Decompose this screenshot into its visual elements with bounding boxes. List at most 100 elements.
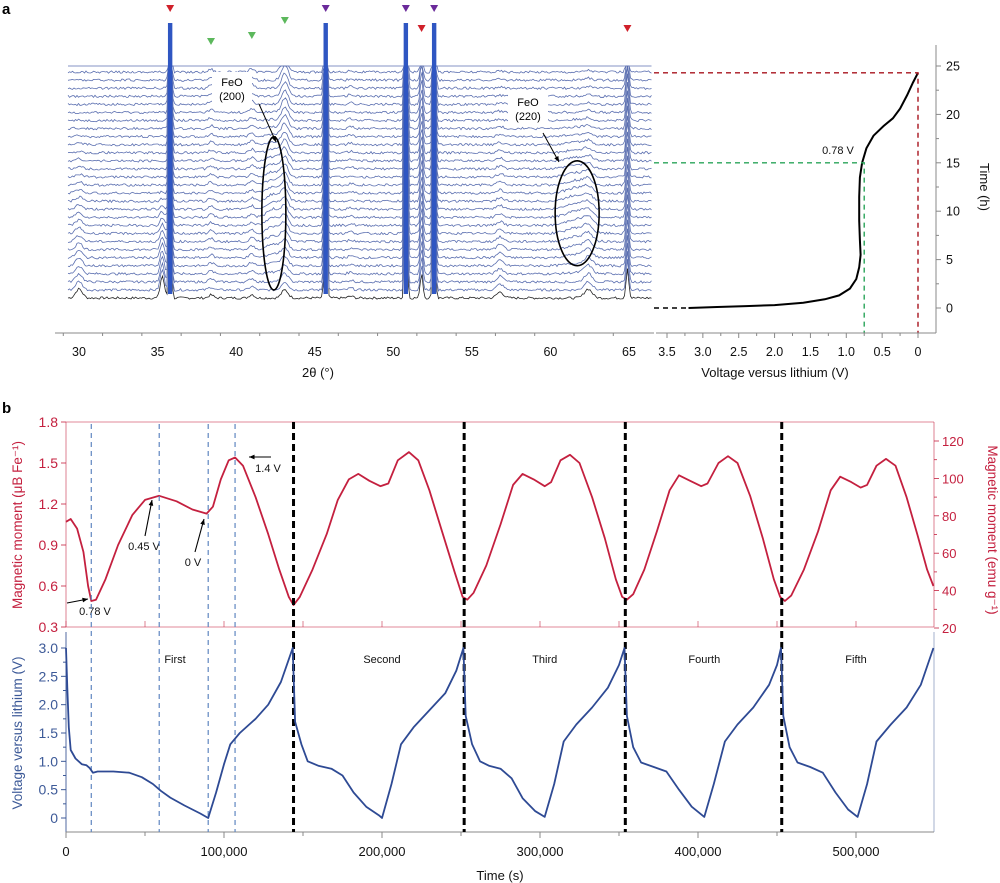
xrd-trace [67,65,652,147]
xrd-trace [67,65,652,211]
xrd-x-tick-label: 65 [622,345,636,359]
voltage-time-chart: 0.78 V 3.5 3.0 2.5 2.0 1.5 1.0 0.5 0 0 5 10 15 20 25 Vo… [654,45,992,380]
xrd-trace [67,65,652,163]
xrd-trace [67,65,652,300]
xrd-strong-peak [167,23,173,294]
volt-x-axis-label: Time (s) [476,868,523,883]
panel-a-label: a [2,1,11,18]
xrd-strong-peak [403,23,409,294]
feo-sublabel: (220) [515,111,541,123]
mag-right-tick-label: 120 [942,434,964,449]
feo-ellipse [554,160,600,267]
mag-y-tick-label: 0.9 [39,537,59,553]
vt-x-tick-label: 3.0 [694,345,711,359]
feo-label-bg [212,72,252,106]
xrd-trace [67,65,652,131]
vt-y-axis-label: Time (h) [977,163,992,211]
vt-x-tick-label: 2.0 [766,345,783,359]
volt-y-tick-label: 2.5 [39,668,59,684]
mag-annotation-arrowhead [249,454,255,460]
mag-right-tick-label: 20 [942,621,956,636]
volt-y-tick-label: 0 [50,810,58,826]
mag-right-tick-label: 40 [942,584,956,599]
xrd-trace [67,65,652,284]
mag-right-tick-label: 80 [942,509,956,524]
volt-x-tick-label: 0 [62,844,69,859]
volt-y-axis-label: Voltage versus lithium (V) [10,656,25,809]
mag-y-tick-label: 0.3 [39,619,59,635]
xrd-x-tick-label: 55 [465,345,479,359]
volt-y-tick-label: 1.0 [39,753,59,769]
xrd-trace [67,65,652,179]
peak-marker-purple [321,5,330,12]
mag-annotation: 0.78 V [79,606,111,618]
voltage-cycles-chart: 0 100,000 200,000 300,000 400,000 500,000 0 0.5… [10,422,935,883]
xrd-trace [67,65,652,82]
volt-y-tick-label: 1.5 [39,725,59,741]
xrd-trace [67,65,652,228]
xrd-x-axis-label: 2θ (°) [302,365,334,380]
vt-y-tick-label: 20 [946,108,960,122]
xrd-strong-peak [323,23,328,294]
mag-y-tick-label: 0.6 [39,578,59,594]
peak-marker-red [417,25,426,32]
mag-annotation-arrow [144,499,153,537]
peak-marker-green [247,32,256,39]
xrd-trace [67,65,652,260]
xrd-trace [67,65,652,195]
volt-x-tick-label: 400,000 [675,844,722,859]
red-guide-line [654,72,919,333]
xrd-trace [67,65,652,220]
xrd-trace [67,65,652,268]
feo-arrow [258,103,277,143]
mag-right-tick-label: 60 [942,546,956,561]
xrd-trace [67,65,652,244]
xrd-x-tick-label: 30 [72,345,86,359]
cycle-label: Fifth [845,654,866,666]
volt-x-tick-label: 200,000 [359,844,406,859]
peak-marker-purple [430,5,439,12]
mag-annotation: 0.45 V [128,541,160,553]
xrd-trace [67,65,652,292]
xrd-trace [67,65,652,115]
volt-y-tick-label: 3.0 [39,640,59,656]
vt-x-tick-label: 1.0 [838,345,855,359]
peak-marker-purple [401,5,410,12]
feo-label: FeO [517,97,539,109]
peak-marker-green [207,38,215,45]
xrd-trace [67,65,652,204]
vt-x-tick-label: 1.5 [802,345,819,359]
xrd-stack-chart: FeO (200) FeO (220) 30 35 40 45 50 55 60 65 2θ (°) [55,5,654,380]
mag-y-axis-label: Magnetic moment (μB Fe⁻¹) [10,441,25,609]
mag-annotation: 0 V [185,557,202,569]
vt-y-tick-label: 5 [946,253,953,267]
volt-x-tick-label: 100,000 [201,844,248,859]
mag-annotation: 1.4 V [255,463,281,475]
cycle-label: Second [363,654,400,666]
xrd-trace [67,65,652,252]
green-guide-line [654,162,865,333]
xrd-trace [67,65,652,90]
cycle-label: Third [532,654,557,666]
feo-sublabel: (200) [219,91,245,103]
mag-annotation-arrowhead [82,597,88,603]
xrd-trace [67,65,652,236]
vt-y-tick-label: 25 [946,60,960,74]
xrd-x-tick-label: 45 [308,345,322,359]
volt-x-tick-label: 300,000 [517,844,564,859]
mag-right-tick-label: 100 [942,471,964,486]
xrd-trace [67,65,652,171]
vt-x-tick-label: 0.5 [873,345,890,359]
voltage-curve [65,647,935,819]
xrd-strong-peak [431,23,437,294]
magnetic-moment-chart: 0.3 0.6 0.9 1.2 1.5 1.8 20 40 60 80 100 120 Magnetic… [10,414,1000,636]
mag-y-tick-label: 1.2 [39,496,59,512]
xrd-x-tick-label: 60 [543,345,557,359]
volt-y-tick-label: 2.0 [39,697,59,713]
vt-y-tick-label: 15 [946,156,960,170]
feo-arrowhead [271,136,276,142]
volt-y-tick-label: 0.5 [39,782,59,798]
vt-x-tick-label: 2.5 [730,345,747,359]
voltage-time-curve [688,72,919,309]
